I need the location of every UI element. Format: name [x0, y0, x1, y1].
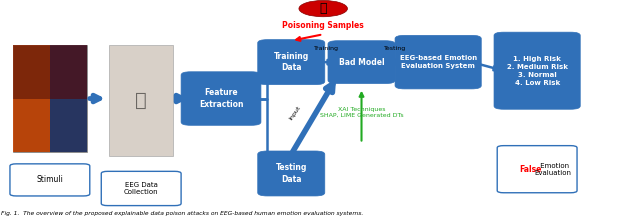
- Text: Emotion
Evaluation: Emotion Evaluation: [534, 163, 572, 176]
- FancyBboxPatch shape: [497, 146, 577, 193]
- FancyBboxPatch shape: [395, 35, 481, 89]
- Text: Poisoning Samples: Poisoning Samples: [282, 21, 364, 30]
- Bar: [13, 99, 50, 152]
- Text: 👤: 👤: [135, 91, 147, 110]
- Text: False: False: [520, 165, 542, 174]
- FancyBboxPatch shape: [181, 72, 261, 125]
- FancyBboxPatch shape: [10, 164, 90, 196]
- Text: Training: Training: [314, 46, 339, 51]
- Bar: [13, 45, 87, 152]
- Text: EEG-based Emotion
Evaluation System: EEG-based Emotion Evaluation System: [399, 55, 477, 69]
- Text: XAI Techniques
SHAP, LIME Generated DTs: XAI Techniques SHAP, LIME Generated DTs: [320, 107, 403, 118]
- Text: EEG Data
Collection: EEG Data Collection: [124, 182, 159, 195]
- FancyBboxPatch shape: [494, 32, 580, 109]
- Text: 1. High Risk
2. Medium Risk
3. Normal
4. Low Risk: 1. High Risk 2. Medium Risk 3. Normal 4.…: [507, 56, 568, 86]
- Text: Stimuli: Stimuli: [36, 175, 63, 184]
- Text: Feature
Extraction: Feature Extraction: [199, 89, 243, 108]
- Bar: [109, 45, 173, 156]
- FancyBboxPatch shape: [328, 41, 395, 84]
- Text: Testing
Data: Testing Data: [276, 163, 307, 184]
- Text: Input: Input: [289, 105, 302, 121]
- Circle shape: [299, 0, 348, 17]
- Text: Training
Data: Training Data: [274, 52, 309, 72]
- Text: Fig. 1.  The overview of the proposed explainable data poison attacks on EEG-bas: Fig. 1. The overview of the proposed exp…: [1, 211, 363, 216]
- Bar: [13, 45, 50, 99]
- Bar: [50, 99, 87, 152]
- Text: Testing: Testing: [384, 46, 406, 51]
- FancyBboxPatch shape: [258, 151, 324, 196]
- Text: Bad Model: Bad Model: [339, 58, 385, 67]
- FancyBboxPatch shape: [101, 171, 181, 205]
- Text: 🔒: 🔒: [319, 2, 327, 15]
- Bar: [50, 45, 87, 99]
- FancyBboxPatch shape: [258, 40, 324, 85]
